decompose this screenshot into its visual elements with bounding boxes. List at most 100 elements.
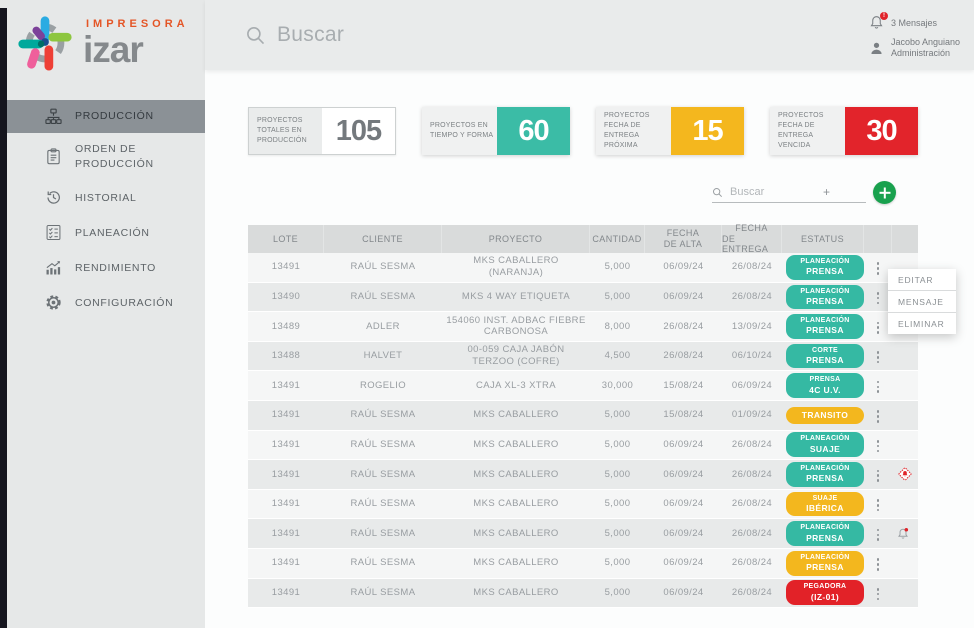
status-badge[interactable]: PLANEACIÓN PRENSA (786, 314, 864, 339)
sidebar-item-label: HISTORIAL (75, 191, 137, 204)
bell-icon: ! (869, 12, 888, 30)
fecha-alta-cell: 06/09/24 (663, 498, 704, 510)
status-badge[interactable]: TRANSITO (786, 407, 864, 424)
brand-izar: izar (83, 29, 144, 71)
row-menu-button[interactable] (872, 496, 885, 514)
row-menu-button[interactable] (872, 259, 885, 277)
sidebar-item-rendimiento[interactable]: RENDIMIENTO (0, 250, 205, 285)
status-badge[interactable]: SUAJE IBÉRICA (786, 491, 864, 517)
warning-diamond-icon[interactable] (896, 465, 914, 483)
stat-card-0: PROYECTOS TOTALES EN PRODUCCIÓN 105 (248, 107, 396, 155)
table-row: 13491 RAÚL SESMA MKS CABALLERO 5,000 06/09/2… (248, 460, 918, 490)
row-menu-cell (864, 494, 892, 515)
lote-cell: 13491 (271, 527, 301, 539)
proyecto-cell: 154060 INST. ADBAC FIEBRE CARBONOSA (446, 314, 586, 338)
fecha-alta-cell: 06/09/24 (663, 468, 704, 480)
bell-alert-icon[interactable] (896, 527, 914, 541)
row-menu-button[interactable] (872, 526, 885, 544)
sidebar-item-planeacion[interactable]: PLANEACIÓN (0, 215, 205, 250)
cantidad-cell: 5,000 (604, 438, 631, 450)
sidebar-item-orden-de-produccion[interactable]: ORDEN DE PRODUCCIÓN (0, 133, 205, 180)
table-body: 13491 RAÚL SESMA MKS CABALLERO (NARANJA) 5,… (248, 253, 918, 609)
fecha-alta-cell: 06/09/24 (663, 586, 704, 598)
row-menu-cell (864, 464, 892, 485)
status-badge[interactable]: PRENSA 4C U.V. (786, 373, 864, 399)
estatus-cell: PLANEACIÓN PRENSA (782, 254, 864, 280)
status-badge[interactable]: PLANEACIÓN PRENSA (786, 254, 864, 280)
table-search-input[interactable] (728, 185, 810, 199)
proyecto-cell: MKS 4 WAY ETIQUETA (461, 290, 571, 302)
status-badge[interactable]: PEGADORA (IZ-01) (786, 580, 864, 606)
lote-cell: 13491 (271, 261, 301, 273)
column-header-estatus: ESTATUS (782, 225, 864, 253)
sidebar-item-label: CONFIGURACIÓN (75, 296, 174, 309)
sidebar: IMPRESORA izar PRODUCCIÓN ORDEN DE PRODUC… (0, 0, 205, 628)
user-menu[interactable]: Jacobo Anguiano Administración (869, 37, 960, 60)
row-menu-button[interactable] (872, 585, 885, 603)
history-icon (45, 189, 62, 206)
messages-button[interactable]: ! 3 Mensajes (869, 12, 960, 30)
context-menu-item-editar[interactable]: EDITAR (888, 269, 956, 291)
row-menu-button[interactable] (872, 378, 885, 396)
sidebar-menu: PRODUCCIÓN ORDEN DE PRODUCCIÓN HISTORIAL PL… (0, 100, 205, 320)
column-header-cliente: CLIENTE (324, 225, 442, 253)
cliente-cell: RAÚL SESMA (350, 409, 416, 421)
row-menu-cell (864, 375, 892, 396)
lote-cell: 13491 (271, 468, 301, 480)
column-header-proyecto: PROYECTO (442, 225, 590, 253)
sidebar-item-historial[interactable]: HISTORIAL (0, 180, 205, 215)
fecha-alta-cell: 26/08/24 (663, 320, 704, 332)
proyecto-cell: MKS CABALLERO (473, 498, 559, 510)
row-menu-cell (864, 405, 892, 426)
column-header-cantidad: CANTIDAD (590, 225, 645, 253)
column-header-lote: LOTE (248, 225, 324, 253)
estatus-cell: PLANEACIÓN PRENSA (782, 550, 864, 576)
row-menu-button[interactable] (872, 407, 885, 425)
cliente-cell: ROGELIO (359, 379, 407, 391)
row-menu-button[interactable] (872, 289, 885, 307)
row-menu-button[interactable] (872, 319, 885, 337)
search-plus-icon[interactable]: + (822, 185, 830, 199)
row-menu-button[interactable] (872, 467, 885, 485)
add-project-button[interactable] (873, 181, 896, 204)
context-menu-item-mensaje[interactable]: MENSAJE (888, 291, 956, 313)
status-badge[interactable]: PLANEACIÓN PRENSA (786, 284, 864, 310)
cantidad-cell: 5,000 (604, 586, 631, 598)
row-menu-button[interactable] (872, 348, 885, 366)
messages-label: 3 Mensajes (891, 17, 938, 28)
lote-cell: 13491 (271, 379, 301, 391)
fecha-entrega-cell: 06/09/24 (731, 379, 773, 391)
estatus-cell: PLANEACIÓN PRENSA (782, 284, 864, 310)
cantidad-cell: 4,500 (604, 350, 631, 362)
proyecto-cell: MKS CABALLERO (NARANJA) (473, 255, 559, 279)
status-badge[interactable]: CORTE PRENSA (786, 343, 864, 369)
sidebar-item-produccion[interactable]: PRODUCCIÓN (0, 100, 205, 133)
status-badge[interactable]: PLANEACIÓN PRENSA (786, 521, 864, 547)
status-badge[interactable]: PLANEACIÓN SUAJE (786, 432, 864, 458)
context-menu-item-eliminar[interactable]: ELIMINAR (888, 313, 956, 334)
stat-card-value: 105 (322, 108, 395, 154)
cantidad-cell: 5,000 (604, 468, 631, 480)
column-header-empty (892, 225, 918, 253)
cantidad-cell: 5,000 (604, 409, 631, 421)
cliente-cell: RAÚL SESMA (350, 498, 416, 510)
projects-table: LOTE CLIENTE PROYECTO CANTIDAD FECHA DE ALTA F… (248, 223, 918, 609)
status-badge[interactable]: PLANEACIÓN PRENSA (786, 462, 864, 487)
sidebar-item-configuracion[interactable]: CONFIGURACIÓN (0, 285, 205, 320)
lote-cell: 13491 (271, 498, 301, 510)
row-menu-button[interactable] (872, 555, 885, 573)
stat-card-label: PROYECTOS TOTALES EN PRODUCCIÓN (257, 117, 307, 144)
fecha-entrega-cell: 13/09/24 (731, 320, 773, 332)
proyecto-cell: 00-059 CAJA JABÓN TERZOO (COFRE) (467, 344, 565, 368)
stat-card-2: PROYECTOS FECHA DE ENTREGA PRÓXIMA 15 (596, 107, 744, 155)
fecha-alta-cell: 06/09/24 (663, 438, 704, 450)
global-search[interactable]: Buscar (245, 23, 344, 47)
cliente-cell: RAÚL SESMA (350, 290, 416, 302)
row-menu-button[interactable] (872, 437, 885, 455)
fecha-alta-cell: 06/09/24 (663, 557, 704, 569)
status-badge[interactable]: PLANEACIÓN PRENSA (786, 550, 864, 576)
column-header-fecha-de entrega: FECHA DE ENTREGA (722, 223, 782, 254)
table-row: 13491 RAÚL SESMA MKS CABALLERO 5,000 06/09/2… (248, 430, 918, 461)
lote-cell: 13490 (271, 290, 301, 302)
lote-cell: 13488 (271, 350, 301, 362)
